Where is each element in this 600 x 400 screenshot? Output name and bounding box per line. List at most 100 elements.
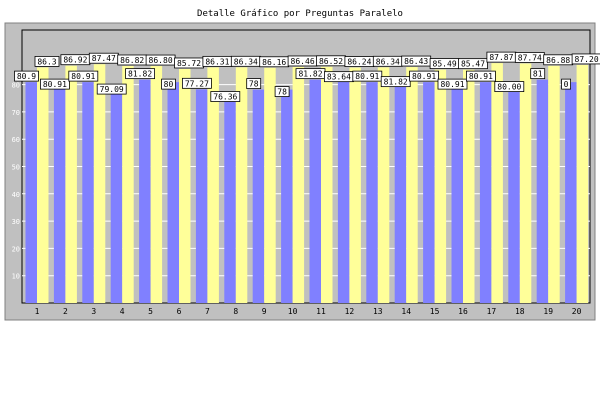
data-label-text: 81.82 bbox=[384, 78, 408, 87]
data-label: 85.72 bbox=[174, 57, 204, 69]
data-label: 79.09 bbox=[96, 83, 127, 95]
x-tick-label: 10 bbox=[288, 307, 298, 316]
data-label-box bbox=[274, 86, 290, 97]
bar-series-2 bbox=[207, 67, 219, 303]
y-axis: 10 20 30 40 50 60 70 80 bbox=[12, 82, 20, 281]
bar-series-2 bbox=[122, 65, 134, 303]
chart-title: Detalle Gráfico por Preguntas Paralelo bbox=[197, 9, 403, 19]
y-tick-label: 40 bbox=[12, 191, 20, 199]
bar-series-1 bbox=[536, 79, 549, 303]
x-tick-label: 17 bbox=[487, 307, 497, 316]
x-tick-label: 4 bbox=[120, 307, 125, 316]
data-label-box bbox=[458, 58, 488, 70]
bar-series-1 bbox=[252, 89, 265, 303]
data-label-text: 80.91 bbox=[469, 72, 493, 81]
y-tick-label: 10 bbox=[12, 273, 20, 281]
data-label-text: 85.47 bbox=[461, 60, 485, 69]
data-label-text: 86.92 bbox=[63, 56, 87, 65]
data-label: 86.3 bbox=[34, 56, 60, 67]
x-tick-label: 20 bbox=[572, 307, 582, 316]
x-tick-label: 5 bbox=[148, 307, 153, 316]
data-label-box bbox=[571, 53, 600, 65]
data-label: 86.92 bbox=[60, 54, 91, 66]
bar-series-1 bbox=[423, 82, 435, 304]
data-label: 81.82 bbox=[380, 76, 411, 88]
data-label-box bbox=[40, 78, 70, 90]
data-label-text: 80.91 bbox=[43, 80, 67, 89]
data-label: 86.16 bbox=[259, 56, 290, 68]
bar-series-1 bbox=[337, 74, 350, 303]
data-label-text: 83.64 bbox=[327, 73, 351, 82]
data-label: 80.91 bbox=[68, 70, 99, 82]
bar-series-1 bbox=[53, 82, 66, 304]
data-label-box bbox=[530, 68, 546, 80]
data-label: 80 bbox=[161, 78, 176, 90]
bar-series-2 bbox=[264, 67, 276, 303]
data-label-box bbox=[34, 56, 60, 67]
bar-series-2 bbox=[406, 67, 418, 303]
y-tick-label: 20 bbox=[12, 245, 20, 253]
bar-series-1 bbox=[110, 87, 123, 304]
bar-series-2 bbox=[434, 69, 447, 303]
x-tick-label: 3 bbox=[91, 307, 96, 316]
data-label-text: 86.31 bbox=[205, 57, 229, 66]
bar-series-2 bbox=[65, 65, 77, 303]
x-tick-label: 7 bbox=[205, 307, 210, 316]
bar-series-1 bbox=[565, 82, 577, 304]
data-label-text: 81.82 bbox=[298, 70, 322, 79]
bar-series-2 bbox=[576, 64, 589, 303]
y-tick-label: 50 bbox=[12, 164, 20, 172]
x-tick-label: 16 bbox=[458, 307, 468, 316]
data-label-text: 76.36 bbox=[213, 93, 237, 102]
data-label: 78 bbox=[274, 86, 290, 97]
bar-series-1 bbox=[394, 79, 407, 303]
data-label-box bbox=[181, 77, 212, 89]
data-label-text: 86.34 bbox=[376, 57, 400, 66]
data-label-text: 79.09 bbox=[100, 85, 124, 94]
x-tick-label: 11 bbox=[316, 307, 326, 316]
data-label-box bbox=[409, 70, 440, 82]
bars bbox=[25, 63, 589, 304]
data-label-text: 80.91 bbox=[412, 72, 436, 81]
data-label: 86.88 bbox=[543, 54, 574, 66]
data-label: 78 bbox=[246, 78, 262, 89]
data-label-box bbox=[437, 78, 468, 90]
bar-series-2 bbox=[349, 67, 361, 304]
bar-series-2 bbox=[179, 68, 191, 303]
data-label-text: 86.52 bbox=[319, 57, 343, 66]
data-label: 87.87 bbox=[486, 51, 517, 63]
x-tick-label: 18 bbox=[515, 307, 525, 316]
data-label: 80.91 bbox=[465, 70, 496, 82]
y-tick-label: 60 bbox=[12, 136, 20, 144]
x-tick-label: 8 bbox=[233, 307, 238, 316]
x-tick-label: 15 bbox=[430, 307, 440, 316]
data-label: 80.91 bbox=[409, 70, 440, 82]
data-label: 80.00 bbox=[494, 81, 525, 92]
data-label-text: 87.47 bbox=[92, 54, 116, 63]
x-axis: 1 2 3 4 5 6 7 8 9 10 11 12 13 14 15 16 17 18 19 20 bbox=[35, 307, 582, 316]
data-label-text: 86.82 bbox=[120, 56, 144, 65]
data-label-text: 81 bbox=[533, 70, 543, 79]
bar-series-2 bbox=[292, 66, 305, 303]
data-label: 80.91 bbox=[40, 78, 70, 90]
x-tick-label: 12 bbox=[345, 307, 355, 316]
data-label: 87.20 bbox=[571, 53, 600, 65]
data-label: 83.64 bbox=[323, 71, 354, 83]
data-label-box bbox=[210, 91, 241, 102]
data-label-box bbox=[465, 70, 496, 82]
data-label-box bbox=[125, 68, 155, 80]
bar-series-1 bbox=[139, 79, 151, 303]
y-tick-label: 70 bbox=[12, 109, 20, 117]
bar-series-1 bbox=[167, 82, 179, 304]
data-label: 85.49 bbox=[429, 58, 460, 70]
data-label-text: 80.91 bbox=[440, 80, 464, 89]
data-label-box bbox=[68, 70, 99, 82]
y-tick-label: 80 bbox=[12, 82, 20, 90]
data-label: 87.74 bbox=[514, 52, 545, 63]
data-label-text: 80.91 bbox=[355, 72, 379, 81]
data-label: 86.82 bbox=[117, 54, 148, 66]
data-label: 86.31 bbox=[202, 55, 233, 67]
data-label-box bbox=[96, 83, 127, 95]
bar-series-1 bbox=[309, 79, 321, 303]
